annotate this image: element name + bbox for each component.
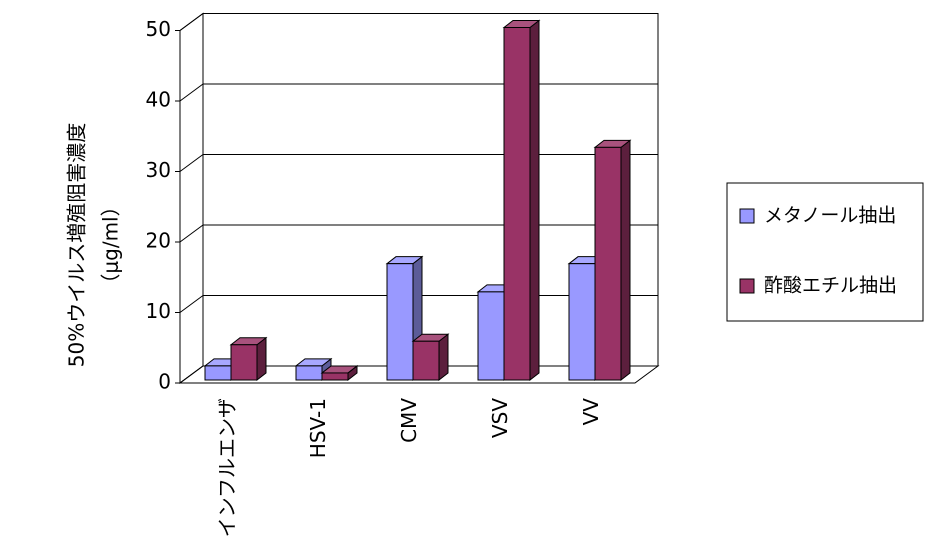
bar	[204, 365, 232, 381]
grid-line	[179, 365, 204, 384]
bar	[594, 146, 622, 381]
bar	[230, 344, 258, 381]
x-tick-label: CMV	[397, 398, 421, 443]
grid-line	[179, 295, 204, 313]
bar	[568, 263, 596, 381]
bar	[295, 365, 323, 381]
bar-side	[529, 19, 540, 382]
bar	[412, 340, 440, 381]
grid-line	[179, 83, 204, 102]
y-axis-title: 50%ウイルス増殖阻害濃度 （μg/ml）	[65, 123, 123, 367]
y-tick-label: 20	[146, 229, 171, 253]
x-tick-label: VSV	[488, 398, 512, 438]
legend-label: メタノール抽出	[764, 205, 896, 227]
bar	[386, 263, 414, 381]
x-tick-label: HSV-1	[306, 398, 330, 458]
y-axis-unit: （μg/ml）	[99, 196, 123, 293]
y-tick-label: 50	[146, 17, 171, 41]
x-tick-label: VV	[579, 398, 603, 426]
legend-box	[726, 182, 924, 322]
bar	[503, 27, 531, 381]
grid-line	[179, 154, 204, 172]
y-tick-label: 0	[158, 370, 171, 394]
y-axis-label: 50%ウイルス増殖阻害濃度	[65, 123, 89, 367]
x-tick-label: インフルエンザ	[215, 398, 239, 537]
grid-line	[179, 224, 204, 243]
bar-side	[438, 333, 449, 382]
y-tick-label: 40	[146, 88, 171, 112]
legend-label: 酢酸エチル抽出	[764, 275, 897, 297]
grid-line	[179, 13, 204, 31]
legend-swatch	[739, 278, 755, 294]
bar	[321, 372, 349, 381]
legend-swatch	[739, 208, 755, 224]
bar-side	[620, 139, 631, 382]
y-tick-label: 30	[146, 158, 171, 182]
y-tick-label: 10	[146, 299, 171, 323]
bar	[477, 291, 505, 381]
side-wall	[179, 12, 204, 384]
